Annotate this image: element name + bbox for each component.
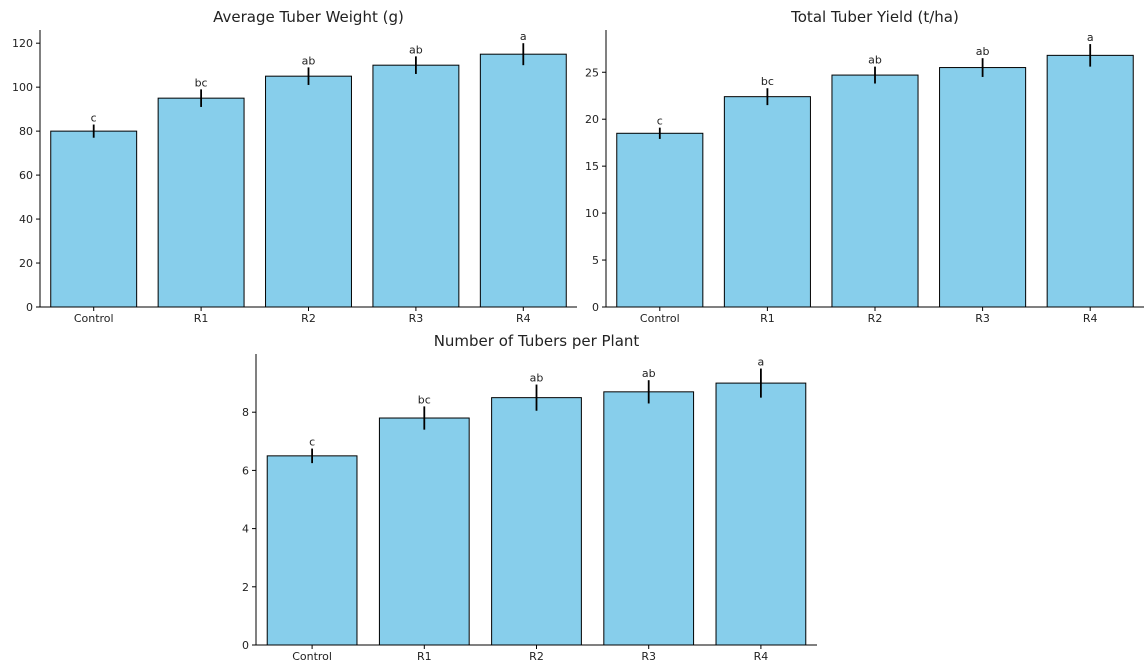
bar [372, 64, 460, 308]
chart-total-tuber-yield: Total Tuber Yield (t/ha) c Control bc R1 ab R… [585, 8, 1144, 325]
bar [479, 53, 567, 308]
x-tick-label: Control [292, 650, 332, 662]
significance-label: bc [418, 393, 431, 406]
bar [157, 97, 245, 308]
significance-label: ab [976, 45, 990, 58]
chart-title: Average Tuber Weight (g) [213, 8, 404, 26]
y-tick-label: 20 [585, 113, 599, 126]
significance-label: a [520, 30, 527, 43]
y-tick-label: 60 [19, 169, 33, 182]
x-tick-label: R1 [760, 312, 775, 325]
chart-tubers-per-plant: Number of Tubers per Plant c Control bc R1 a… [242, 332, 817, 662]
bar [491, 397, 582, 646]
y-tick-label: 40 [19, 213, 33, 226]
x-tick-label: R2 [529, 650, 544, 662]
y-tick-label: 6 [242, 464, 249, 477]
y-tick-label: 100 [12, 81, 33, 94]
bar [50, 130, 138, 308]
x-tick-label: Control [640, 312, 680, 325]
significance-label: c [657, 115, 663, 128]
bar [715, 382, 807, 646]
chart-title: Number of Tubers per Plant [434, 332, 640, 350]
bar [265, 75, 352, 308]
significance-label: a [1087, 31, 1094, 44]
bar [1046, 54, 1134, 308]
bar [723, 96, 811, 308]
y-tick-label: 4 [242, 523, 249, 536]
bar [616, 132, 704, 308]
significance-label: c [309, 436, 315, 449]
x-tick-label: R4 [516, 312, 531, 325]
significance-label: bc [761, 75, 774, 88]
x-tick-label: R1 [417, 650, 432, 662]
chart-title: Total Tuber Yield (t/ha) [790, 8, 959, 26]
bar [378, 417, 470, 646]
x-tick-label: R4 [1083, 312, 1098, 325]
y-tick-label: 10 [585, 207, 599, 220]
y-tick-label: 20 [19, 257, 33, 270]
chart-average-tuber-weight: Average Tuber Weight (g) c Control bc R1 ab R… [12, 8, 577, 325]
y-tick-label: 0 [26, 301, 33, 314]
y-tick-label: 5 [592, 254, 599, 267]
x-tick-label: R4 [754, 650, 769, 662]
significance-label: c [91, 112, 97, 125]
x-tick-label: R3 [975, 312, 990, 325]
y-tick-label: 25 [585, 66, 599, 79]
y-tick-label: 8 [242, 406, 249, 419]
x-tick-label: R1 [194, 312, 209, 325]
significance-label: ab [868, 54, 882, 67]
y-tick-label: 2 [242, 581, 249, 594]
y-tick-label: 0 [592, 301, 599, 314]
x-tick-label: R3 [409, 312, 424, 325]
x-tick-label: Control [74, 312, 114, 325]
x-tick-label: R2 [301, 312, 316, 325]
significance-label: ab [642, 367, 656, 380]
x-tick-label: R3 [641, 650, 656, 662]
bar [939, 67, 1027, 308]
x-tick-label: R2 [868, 312, 883, 325]
bar [603, 391, 695, 646]
significance-label: bc [195, 76, 208, 89]
y-tick-label: 80 [19, 125, 33, 138]
significance-label: a [758, 356, 765, 369]
y-tick-label: 15 [585, 160, 599, 173]
y-tick-label: 120 [12, 37, 33, 50]
bar [266, 455, 358, 646]
significance-label: ab [302, 54, 316, 67]
y-tick-label: 0 [242, 639, 249, 652]
bar [831, 74, 919, 308]
significance-label: ab [530, 372, 544, 385]
significance-label: ab [409, 43, 423, 56]
